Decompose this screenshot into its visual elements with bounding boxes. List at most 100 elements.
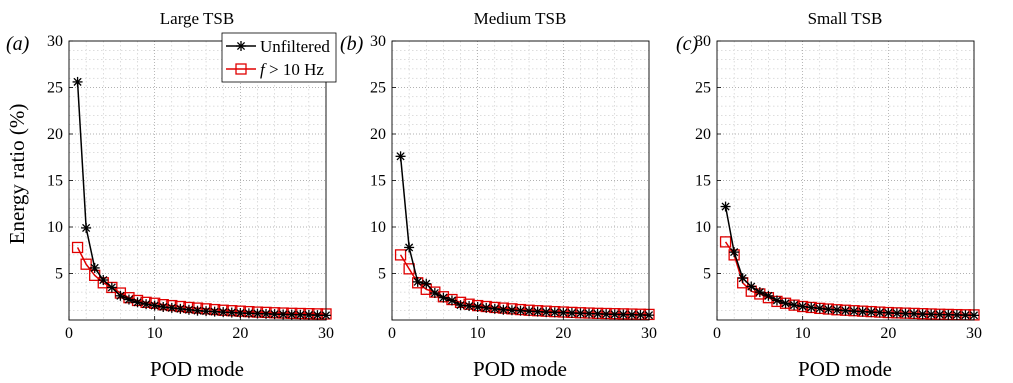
- data-point-asterisk: [269, 309, 280, 320]
- y-tick-label: 5: [703, 266, 711, 283]
- data-point-asterisk: [123, 294, 134, 305]
- data-point-asterisk: [917, 309, 928, 320]
- y-tick-label: 5: [55, 266, 63, 283]
- data-point-asterisk: [609, 309, 620, 320]
- data-point-asterisk: [943, 309, 954, 320]
- panel-label: (a): [6, 33, 30, 55]
- data-point-asterisk: [183, 304, 194, 315]
- data-point-square: [71, 241, 84, 254]
- panel-title: Large TSB: [160, 9, 234, 28]
- plot-background: [717, 41, 974, 320]
- y-tick-label: 25: [370, 80, 386, 97]
- legend: Unfiltered f > 10 Hz: [221, 32, 337, 83]
- data-point-asterisk: [532, 306, 543, 317]
- y-tick-label: 20: [695, 126, 711, 143]
- panel-label: (c): [676, 33, 699, 55]
- panel-medium-tsb: 0 10 20 30 5 10 15 20 25 30 Medium TSB (b) POD mo…: [340, 9, 657, 381]
- axes-frame: [716, 40, 975, 321]
- plot-area: 0 10 20 30 5 10 15 20 25 30: [695, 33, 982, 342]
- y-tick-label: 15: [695, 173, 711, 190]
- data-point-asterisk: [89, 262, 100, 273]
- plot-area: 0 10 20 30 5 10 15 20 25 30: [370, 33, 657, 342]
- data-point-asterisk: [814, 303, 825, 314]
- data-point-asterisk: [601, 309, 612, 320]
- data-point-asterisk: [823, 304, 834, 315]
- data-point-asterisk: [592, 308, 603, 319]
- y-tick-label: 10: [47, 219, 63, 236]
- data-point-asterisk: [226, 307, 237, 318]
- x-tick-label: 10: [470, 325, 486, 342]
- data-point-asterisk: [746, 281, 757, 292]
- data-point-asterisk: [831, 304, 842, 315]
- data-point-asterisk: [549, 307, 560, 318]
- y-tick-label: 20: [370, 126, 386, 143]
- data-point-asterisk: [303, 309, 314, 320]
- data-point-asterisk: [72, 76, 83, 87]
- data-point-square: [80, 258, 92, 270]
- data-point-asterisk: [883, 307, 894, 318]
- data-point-asterisk: [446, 295, 457, 306]
- data-point-asterisk: [209, 306, 220, 317]
- data-point-asterisk: [286, 309, 297, 320]
- data-point-asterisk: [900, 308, 911, 319]
- x-axis-label: POD mode: [150, 357, 244, 381]
- x-tick-label: 0: [713, 325, 721, 342]
- data-point-asterisk: [626, 309, 637, 320]
- data-point-asterisk: [874, 307, 885, 318]
- data-point-asterisk: [81, 222, 92, 233]
- axes-frame: [68, 40, 327, 321]
- axes-frame: [391, 40, 650, 321]
- x-tick-label: 30: [966, 325, 982, 342]
- y-tick-label: 10: [695, 219, 711, 236]
- y-tick-label: 25: [47, 80, 63, 97]
- data-point-asterisk: [926, 309, 937, 320]
- data-point-asterisk: [584, 308, 595, 319]
- data-point-asterisk: [132, 297, 143, 308]
- y-tick-label: 20: [47, 126, 63, 143]
- data-point-asterisk: [149, 300, 160, 311]
- data-point-asterisk: [566, 308, 577, 319]
- x-axis-label: POD mode: [473, 357, 567, 381]
- data-point-asterisk: [455, 300, 466, 311]
- data-point-asterisk: [438, 292, 449, 303]
- data-point-asterisk: [235, 308, 246, 319]
- data-point-asterisk: [175, 303, 186, 314]
- data-point-asterisk: [395, 151, 406, 162]
- panel-label: (b): [340, 33, 364, 55]
- data-point-asterisk: [857, 306, 868, 317]
- data-point-asterisk: [412, 276, 423, 287]
- data-point-asterisk: [192, 305, 203, 316]
- y-tick-label: 30: [370, 33, 386, 50]
- legend-marker-asterisk: [236, 41, 246, 51]
- data-point-asterisk: [558, 307, 569, 318]
- data-point-asterisk: [891, 308, 902, 319]
- data-point-asterisk: [524, 306, 535, 317]
- data-point-asterisk: [278, 309, 289, 320]
- data-point-asterisk: [754, 287, 765, 298]
- panel-large-tsb: 0 10 20 30 5 10 15 20 25 30 Large TSB (a) POD mod…: [6, 9, 334, 381]
- data-point-asterisk: [737, 273, 748, 284]
- y-tick-label: 5: [378, 266, 386, 283]
- data-point-square: [394, 249, 407, 261]
- plot-background: [392, 41, 649, 320]
- x-tick-label: 10: [795, 325, 811, 342]
- data-point-asterisk: [763, 290, 774, 301]
- data-point-asterisk: [729, 247, 740, 258]
- data-point-asterisk: [635, 309, 646, 320]
- data-point-asterisk: [429, 288, 440, 299]
- data-point-asterisk: [243, 308, 254, 319]
- y-tick-label: 30: [695, 33, 711, 50]
- data-point-asterisk: [98, 275, 109, 286]
- x-tick-label: 0: [388, 325, 396, 342]
- x-tick-label: 30: [641, 325, 657, 342]
- x-axis-label: POD mode: [798, 357, 892, 381]
- data-point-asterisk: [115, 290, 126, 301]
- data-point-asterisk: [158, 301, 169, 312]
- y-axis-label: Energy ratio (%): [5, 104, 29, 245]
- legend-marker-square: [235, 63, 247, 75]
- data-point-asterisk: [404, 242, 415, 253]
- data-point-asterisk: [849, 306, 860, 317]
- data-point-asterisk: [951, 309, 962, 320]
- data-point-asterisk: [106, 282, 117, 293]
- x-tick-label: 20: [555, 325, 571, 342]
